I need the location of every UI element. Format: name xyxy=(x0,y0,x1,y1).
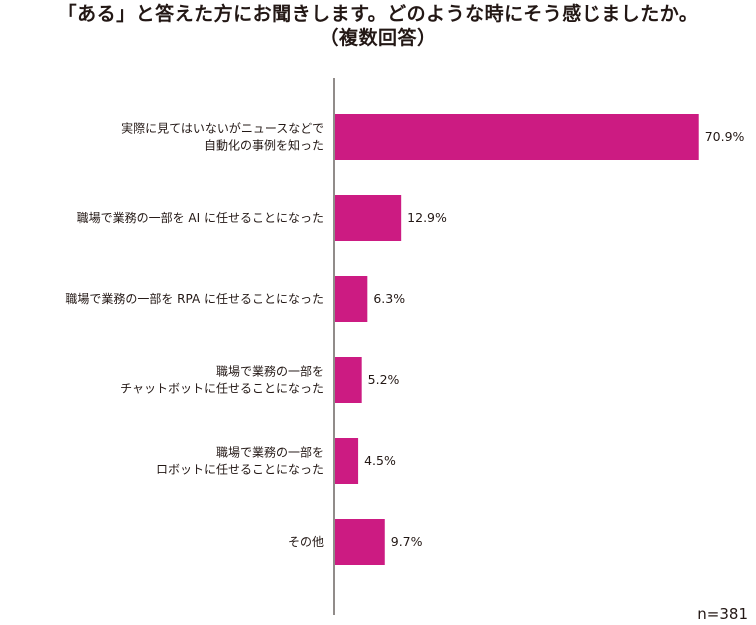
category-label-line: 職場で業務の一部を AI に任せることになった xyxy=(77,210,324,225)
value-label-3: 6.3% xyxy=(373,291,405,306)
sample-size-note: n=381 xyxy=(697,605,748,623)
category-label-1: 実際に見てはいないがニュースなどで自動化の事例を知った xyxy=(121,121,324,153)
category-label-line: 職場で業務の一部を xyxy=(216,364,324,379)
chart-title: 「ある」と答えた方にお聞きします。どのような時にそう感じましたか。 xyxy=(57,3,699,25)
value-label-4: 5.2% xyxy=(368,372,400,387)
value-label-5: 4.5% xyxy=(364,453,396,468)
bar-5 xyxy=(335,438,359,484)
category-label-2: 職場で業務の一部を AI に任せることになった xyxy=(77,210,324,225)
category-label-3: 職場で業務の一部を RPA に任せることになった xyxy=(65,291,324,306)
bar-4 xyxy=(335,357,362,403)
category-label-line: 実際に見てはいないがニュースなどで xyxy=(121,121,324,136)
category-label-line: 職場で業務の一部を xyxy=(216,445,324,460)
bar-6 xyxy=(335,519,385,565)
bar-1 xyxy=(335,114,699,160)
bar-3 xyxy=(335,276,368,322)
value-label-2: 12.9% xyxy=(407,210,447,225)
bar-2 xyxy=(335,195,402,241)
category-label-6: その他 xyxy=(288,535,324,549)
chart-title-block: 「ある」と答えた方にお聞きします。どのような時にそう感じましたか。 （複数回答） xyxy=(0,2,756,50)
chart-subtitle: （複数回答） xyxy=(319,27,437,49)
category-label-line: チャットボットに任せることになった xyxy=(120,382,324,396)
value-label-1: 70.9% xyxy=(705,129,745,144)
category-label-line: 自動化の事例を知った xyxy=(204,139,324,153)
category-label-line: その他 xyxy=(288,535,324,549)
category-label-line: ロボットに任せることになった xyxy=(156,463,324,477)
category-label-5: 職場で業務の一部をロボットに任せることになった xyxy=(156,445,324,477)
category-label-4: 職場で業務の一部をチャットボットに任せることになった xyxy=(120,364,324,396)
value-label-6: 9.7% xyxy=(391,534,423,549)
category-label-line: 職場で業務の一部を RPA に任せることになった xyxy=(65,291,324,306)
